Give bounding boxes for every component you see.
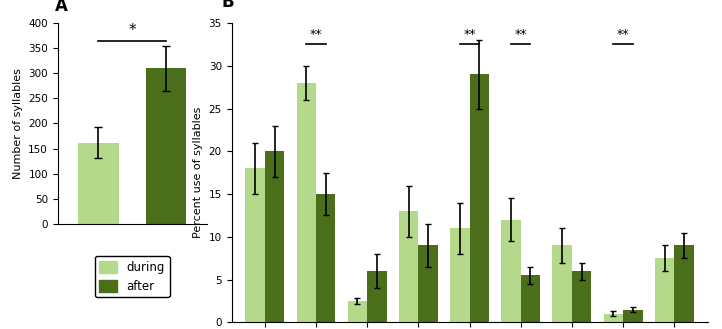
- Bar: [78, 142, 118, 224]
- Text: B: B: [222, 0, 235, 11]
- Bar: [348, 301, 367, 322]
- Bar: [552, 245, 572, 322]
- Text: **: **: [464, 28, 476, 41]
- Text: A: A: [55, 0, 68, 15]
- Bar: [146, 68, 186, 224]
- Y-axis label: Number of syllables: Number of syllables: [13, 68, 22, 179]
- Legend: during, after: during, after: [95, 256, 170, 297]
- Bar: [316, 194, 336, 322]
- Bar: [265, 151, 284, 322]
- Bar: [469, 74, 489, 322]
- Bar: [604, 314, 623, 322]
- Bar: [245, 168, 265, 322]
- Bar: [418, 245, 438, 322]
- Bar: [521, 275, 540, 322]
- Text: **: **: [310, 28, 322, 41]
- Bar: [674, 245, 694, 322]
- Text: *: *: [129, 23, 136, 38]
- Y-axis label: Percent use of syllables: Percent use of syllables: [193, 107, 203, 239]
- Bar: [501, 220, 521, 322]
- Bar: [367, 271, 386, 322]
- Bar: [572, 271, 591, 322]
- Text: **: **: [515, 28, 527, 41]
- Text: **: **: [617, 28, 630, 41]
- Bar: [655, 258, 674, 322]
- Bar: [623, 310, 643, 322]
- Bar: [450, 228, 469, 322]
- Bar: [399, 211, 418, 322]
- Bar: [297, 83, 316, 322]
